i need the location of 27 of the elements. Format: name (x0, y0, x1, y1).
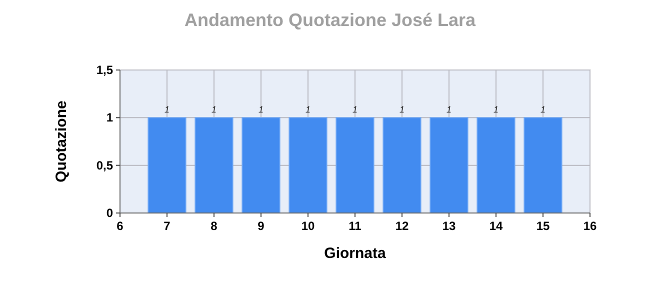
x-axis-title: Giornata (324, 245, 386, 262)
x-tick-label: 12 (395, 219, 409, 233)
y-axis-title: Quotazione (53, 100, 70, 182)
data-label: 1 (493, 104, 499, 115)
y-tick-label: 1,5 (96, 63, 114, 77)
y-tick-label: 1 (106, 110, 114, 125)
x-tick-label: 9 (258, 219, 265, 233)
x-tick-label: 11 (348, 219, 362, 233)
data-label: 1 (399, 104, 405, 115)
x-tick-label: 7 (164, 219, 171, 233)
x-tick-label: 6 (116, 219, 124, 233)
y-tick-label: 0 (106, 206, 114, 220)
data-label: 1 (258, 104, 264, 115)
data-label: 1 (164, 104, 170, 115)
x-tick-label: 8 (210, 219, 218, 233)
x-tick-label: 16 (583, 219, 597, 233)
data-label: 1 (446, 104, 452, 115)
x-tick-label: 10 (301, 219, 315, 233)
data-label: 1 (540, 104, 546, 115)
data-label: 1 (352, 104, 358, 115)
chart-title: Andamento Quotazione José Lara (184, 10, 477, 30)
x-tick-label: 14 (489, 219, 503, 233)
y-tick-label: 0,5 (96, 158, 114, 172)
data-label: 1 (211, 104, 217, 115)
x-tick-label: 15 (536, 219, 550, 233)
data-label: 1 (305, 104, 311, 115)
x-tick-label: 13 (442, 219, 456, 233)
